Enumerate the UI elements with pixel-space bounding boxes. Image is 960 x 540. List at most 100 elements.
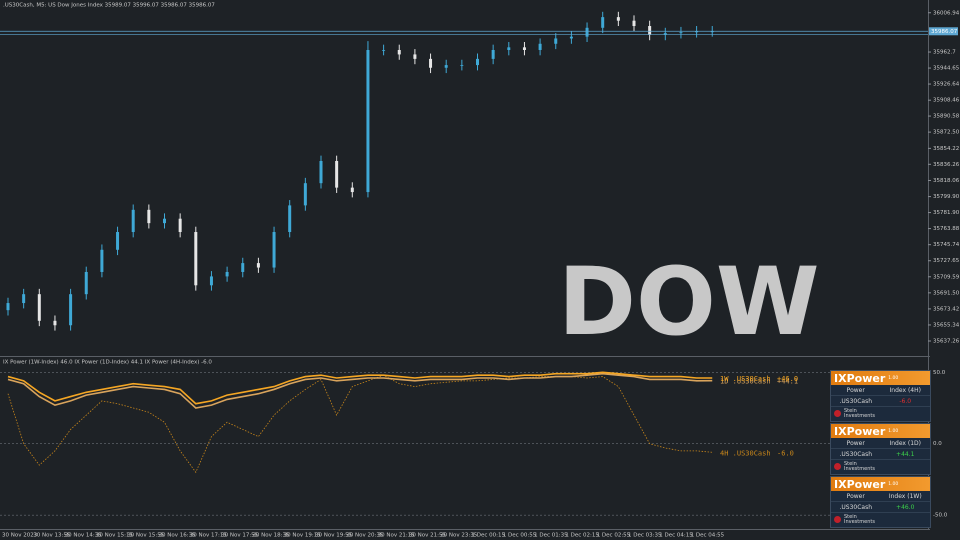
candle-body bbox=[444, 65, 448, 68]
brand-icon bbox=[834, 463, 841, 470]
widget-row: .US30Cash -6.0 bbox=[831, 396, 930, 407]
widget-row: Power Index (1D) bbox=[831, 438, 930, 449]
x-tick-label: 1 Dec 03:35 bbox=[628, 533, 662, 539]
brand: Stein Investments bbox=[844, 407, 875, 419]
series-end-label: +44.1 bbox=[777, 378, 798, 386]
y-tick-label: 35709.59 bbox=[933, 274, 960, 280]
candle-body bbox=[131, 209, 135, 233]
candle-body bbox=[476, 58, 479, 66]
brand: Stein Investments bbox=[844, 460, 875, 472]
power-value: +44.1 bbox=[896, 450, 915, 458]
x-tick-label: 30 Nov 17:15 bbox=[190, 533, 228, 539]
symbol: .US30Cash bbox=[839, 450, 873, 458]
x-tick-label: 1 Dec 00:55 bbox=[503, 533, 537, 539]
candle-body bbox=[429, 58, 433, 68]
candle-body bbox=[648, 26, 652, 35]
indicator-line bbox=[7, 371, 713, 405]
widget-row: Power Index (4H) bbox=[831, 385, 930, 396]
version: 1.00 bbox=[888, 375, 899, 381]
brand-icon bbox=[834, 410, 841, 417]
candle-body bbox=[163, 218, 166, 224]
x-tick-label: 30 Nov 18:35 bbox=[252, 533, 290, 539]
candle-body bbox=[569, 36, 573, 39]
y-tick-label: 35908.46 bbox=[933, 98, 960, 104]
candle-body bbox=[601, 17, 605, 28]
indicator-line bbox=[7, 372, 713, 409]
y-tick-label: 35637.26 bbox=[933, 339, 960, 345]
candle-body bbox=[178, 218, 182, 233]
y-tick-label: 35673.42 bbox=[933, 306, 959, 312]
candle-body bbox=[413, 54, 417, 59]
candle-body bbox=[84, 271, 88, 295]
col-header: Power bbox=[846, 492, 865, 500]
candle-body bbox=[37, 294, 41, 321]
symbol: .US30Cash bbox=[839, 503, 873, 511]
candle-body bbox=[632, 20, 636, 27]
candle-body bbox=[272, 232, 276, 268]
brand-icon bbox=[834, 516, 841, 523]
candle-body bbox=[225, 271, 229, 277]
candle-body bbox=[319, 160, 323, 184]
widget-header: IXPower 1.00 bbox=[831, 477, 930, 491]
candle-body bbox=[303, 183, 307, 206]
x-tick-label: 1 Dec 01:35 bbox=[534, 533, 568, 539]
series-end-label: -6.0 bbox=[777, 449, 794, 457]
x-tick-label: 30 Nov 19:55 bbox=[315, 533, 353, 539]
y-tick-label: 35926.64 bbox=[933, 82, 960, 88]
x-tick-label: 30 Nov 19:15 bbox=[284, 533, 322, 539]
candle-body bbox=[538, 43, 542, 50]
candle-body bbox=[350, 187, 354, 193]
candle-body bbox=[335, 160, 339, 188]
y-tick-label: 35691.50 bbox=[933, 290, 960, 296]
widget-header: IXPower 1.00 bbox=[831, 424, 930, 438]
widget-row: Power Index (1W) bbox=[831, 491, 930, 502]
candle-body bbox=[491, 49, 495, 59]
series-name: 1W .US30Cash bbox=[720, 375, 771, 383]
ix-power-widget: IXPower 1.00 Power Index (4H) .US30Cash -6.… bbox=[830, 370, 931, 422]
candle-body bbox=[366, 49, 370, 193]
logo: IXPower bbox=[834, 424, 886, 438]
y-tick-label: 35962.7 bbox=[933, 50, 956, 56]
indicator-title: IX Power (1W-Index) 46.0 IX Power (1D-In… bbox=[3, 360, 212, 366]
candle-body bbox=[6, 303, 10, 311]
series-name: 1D .US30Cash bbox=[720, 378, 771, 386]
power-value: +46.0 bbox=[896, 503, 915, 511]
y-tick-label: 35799.90 bbox=[933, 194, 960, 200]
last-price-label: 35986.07 bbox=[931, 29, 958, 35]
candle-body bbox=[616, 17, 620, 21]
power-value: -6.0 bbox=[899, 397, 912, 405]
candle-body bbox=[679, 32, 683, 34]
candle-body bbox=[460, 65, 464, 66]
series-end-label: +46.0 bbox=[777, 375, 798, 383]
last-price-tag bbox=[929, 27, 958, 36]
y-tick-label: 35944.65 bbox=[933, 66, 960, 72]
candle-body bbox=[22, 294, 26, 304]
x-tick-label: 30 Nov 2023 bbox=[2, 533, 38, 539]
brand: Stein Investments bbox=[844, 513, 875, 525]
widget-footer: Stein Investments bbox=[831, 460, 930, 473]
candle-body bbox=[397, 49, 401, 55]
widget-row: .US30Cash +46.0 bbox=[831, 502, 930, 513]
y-tick-label: 35854.22 bbox=[933, 146, 959, 152]
widget-row: .US30Cash +44.1 bbox=[831, 449, 930, 460]
candle-body bbox=[100, 249, 104, 272]
candle-body bbox=[241, 263, 245, 272]
candle-body bbox=[522, 47, 526, 50]
chart-title: .US30Cash, M5: US Dow Jones Index 35989.… bbox=[3, 3, 215, 9]
x-tick-label: 1 Dec 00:15 bbox=[472, 533, 506, 539]
logo: IXPower bbox=[834, 371, 886, 385]
indicator-line bbox=[7, 374, 713, 474]
col-header: Index (1W) bbox=[888, 492, 922, 500]
candle-body bbox=[288, 205, 292, 233]
x-tick-label: 1 Dec 02:55 bbox=[597, 533, 631, 539]
y-tick-label: 35763.88 bbox=[933, 226, 960, 232]
y-tick-label: 0.0 bbox=[933, 441, 942, 447]
x-tick-label: 1 Dec 04:55 bbox=[691, 533, 725, 539]
y-tick-label: 36006.94 bbox=[933, 10, 960, 16]
logo: IXPower bbox=[834, 477, 886, 491]
x-tick-label: 30 Nov 17:55 bbox=[221, 533, 259, 539]
candle-body bbox=[382, 49, 386, 51]
x-tick-label: 30 Nov 21:15 bbox=[378, 533, 416, 539]
watermark: DOW bbox=[558, 248, 820, 357]
candle-body bbox=[695, 31, 699, 33]
